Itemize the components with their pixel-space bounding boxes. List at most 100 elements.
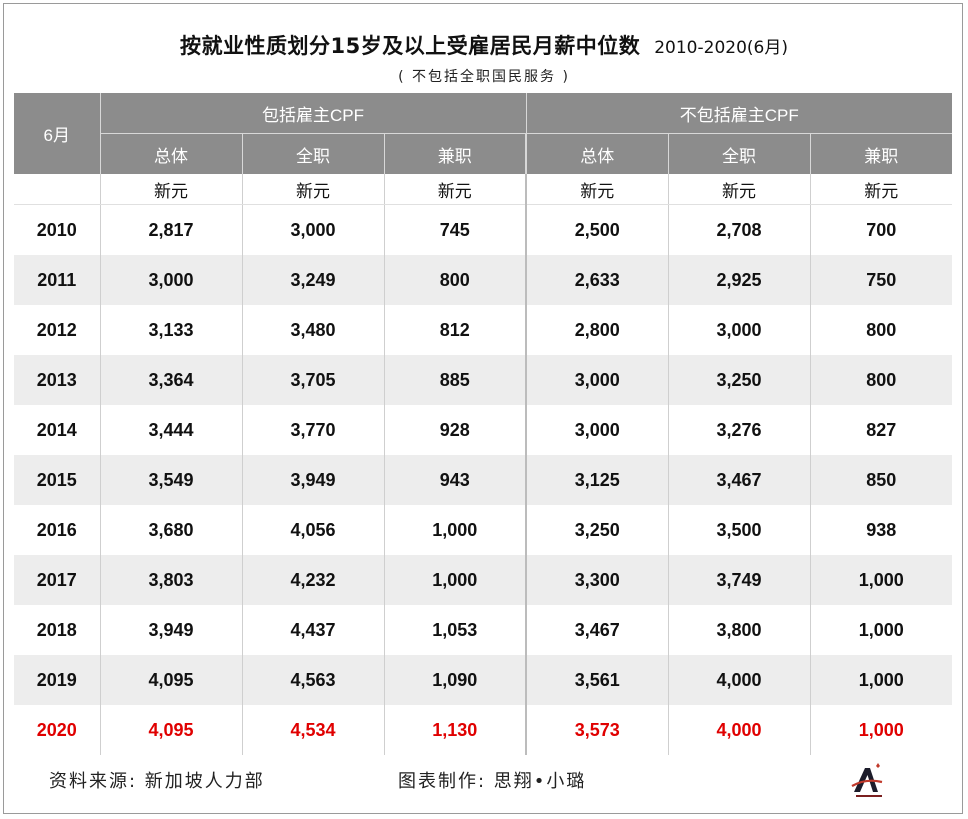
value-cell: 1,000: [809, 555, 953, 605]
unit-cell: 新元: [383, 174, 527, 205]
col-header: 全职: [241, 133, 384, 174]
value-cell: 4,000: [667, 655, 811, 705]
value-cell: 800: [809, 355, 953, 405]
value-cell: 3,250: [667, 355, 811, 405]
value-cell: 3,500: [667, 505, 811, 555]
value-cell: 3,573: [525, 705, 669, 755]
year-cell: 2012: [36, 319, 77, 340]
value-cell: 3,770: [241, 405, 384, 455]
value-cell: 3,549: [99, 455, 242, 505]
value-cell: 3,000: [667, 305, 811, 355]
value-cell: 3,800: [667, 605, 811, 655]
value-cell: 3,000: [525, 405, 669, 455]
table-row: 2015 3,549 3,949 943 3,125 3,467 850: [14, 455, 953, 505]
title-main: 按就业性质划分15岁及以上受雇居民月薪中位数: [180, 34, 641, 58]
year-cell: 2013: [14, 355, 100, 405]
value-cell: 928: [383, 405, 527, 455]
year-cell: 2020: [36, 719, 77, 740]
value-cell: 4,563: [241, 655, 384, 705]
value-cell: 745: [383, 204, 527, 255]
value-cell: 1,000: [809, 605, 953, 655]
value-cell: 1,000: [383, 555, 527, 605]
value-cell: 700: [809, 204, 953, 255]
value-cell: 4,056: [241, 505, 384, 555]
year-cell: 2019: [14, 655, 100, 705]
table-row: 2010 2,817 3,000 745 2,500 2,708 700: [14, 204, 953, 255]
value-cell: 2,708: [667, 204, 811, 255]
year-cell: 2017: [14, 555, 100, 605]
value-cell: 2,500: [525, 204, 669, 255]
col-header: 全职: [667, 133, 811, 174]
unit-cell: 新元: [241, 174, 384, 205]
page-title: 按就业性质划分15岁及以上受雇居民月薪中位数 2010-2020(6月): [0, 30, 968, 60]
unit-cell: 新元: [809, 174, 953, 205]
value-cell: 3,276: [667, 405, 811, 455]
value-cell: 4,095: [99, 655, 242, 705]
value-cell: 3,480: [241, 305, 384, 355]
value-cell: 938: [809, 505, 953, 555]
value-cell: 3,125: [525, 455, 669, 505]
value-cell: 850: [809, 455, 953, 505]
value-cell: 3,000: [525, 355, 669, 405]
value-cell: 750: [809, 255, 953, 305]
value-cell: 3,467: [525, 605, 669, 655]
value-cell: 3,250: [525, 505, 669, 555]
value-cell: 3,364: [99, 355, 242, 405]
year-cell: 2018: [36, 619, 77, 640]
unit-cell: 新元: [99, 174, 242, 205]
wage-table: 6月 包括雇主CPF 不包括雇主CPF 总体 全职 兼职 总体 全职 兼职 新元…: [14, 93, 953, 755]
value-cell: 1,000: [809, 705, 953, 755]
unit-row: 新元 新元 新元 新元 新元 新元: [14, 174, 953, 205]
value-cell: 3,467: [667, 455, 811, 505]
group-header-include-cpf: 包括雇主CPF: [99, 93, 527, 134]
value-cell: 800: [383, 255, 527, 305]
value-cell: 827: [809, 405, 953, 455]
value-cell: 943: [383, 455, 527, 505]
value-cell: 4,232: [241, 555, 384, 605]
value-cell: 3,000: [99, 255, 242, 305]
value-cell: 4,095: [99, 705, 242, 755]
value-cell: 3,803: [99, 555, 242, 605]
table-row: 2019 4,095 4,563 1,090 3,561 4,000 1,000: [14, 655, 953, 705]
col-header: 兼职: [809, 133, 953, 174]
table-row: 2018 3,949 4,437 1,053 3,467 3,800 1,000: [14, 605, 953, 655]
table-row: 2017 3,803 4,232 1,000 3,300 3,749 1,000: [14, 555, 953, 605]
value-cell: 3,300: [525, 555, 669, 605]
unit-cell: 新元: [667, 174, 811, 205]
value-cell: 1,053: [383, 605, 527, 655]
value-cell: 3,249: [241, 255, 384, 305]
value-cell: 3,133: [99, 305, 242, 355]
table-row: 2016 3,680 4,056 1,000 3,250 3,500 938: [14, 505, 953, 555]
col-header: 兼职: [383, 133, 527, 174]
value-cell: 2,925: [667, 255, 811, 305]
table-row: 2012 3,133 3,480 812 2,800 3,000 800: [14, 305, 953, 355]
year-cell: 2015: [14, 455, 100, 505]
value-cell: 4,000: [667, 705, 811, 755]
value-cell: 3,444: [99, 405, 242, 455]
value-cell: 3,949: [99, 605, 242, 655]
unit-cell-empty: [14, 174, 100, 205]
value-cell: 812: [383, 305, 527, 355]
value-cell: 1,130: [383, 705, 527, 755]
value-cell: 4,534: [241, 705, 384, 755]
value-cell: 3,749: [667, 555, 811, 605]
table-row: 2013 3,364 3,705 885 3,000 3,250 800: [14, 355, 953, 405]
header-row-groups: 6月 包括雇主CPF 不包括雇主CPF: [14, 93, 953, 174]
year-cell: 2011: [14, 255, 100, 305]
page-subtitle: ( 不包括全职国民服务 ): [398, 69, 570, 85]
value-cell: 2,800: [525, 305, 669, 355]
header-row-columns: 总体 全职 兼职 总体 全职 兼职: [14, 133, 953, 174]
title-range: 2010-2020(6月): [654, 38, 788, 58]
value-cell: 3,705: [241, 355, 384, 405]
col-header: 总体: [99, 133, 242, 174]
value-cell: 2,817: [99, 204, 242, 255]
value-cell: 3,949: [241, 455, 384, 505]
value-cell: 1,000: [809, 655, 953, 705]
col-header: 总体: [525, 133, 669, 174]
a-logo-icon: [851, 763, 883, 797]
value-cell: 885: [383, 355, 527, 405]
value-cell: 800: [809, 305, 953, 355]
table-row: 2014 3,444 3,770 928 3,000 3,276 827: [14, 405, 953, 455]
value-cell: 2,633: [525, 255, 669, 305]
year-cell: 2016: [36, 519, 77, 540]
